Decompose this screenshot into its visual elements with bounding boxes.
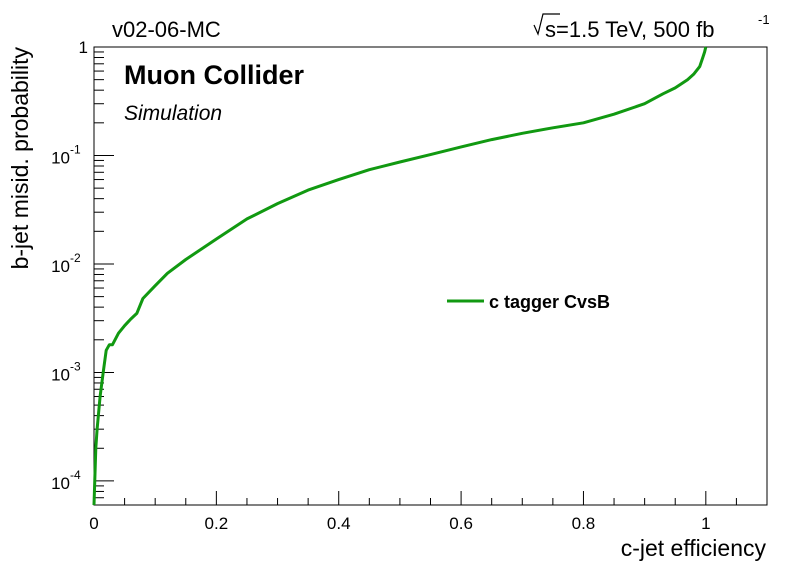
experiment-label: Muon Collider — [124, 60, 304, 90]
sqrt-symbol — [533, 13, 560, 36]
x-tick-label: 0.2 — [205, 514, 229, 533]
y-tick-label: 10 — [51, 148, 70, 167]
legend-label: c tagger CvsB — [489, 292, 610, 312]
x-tick-label: 0.8 — [572, 514, 596, 533]
x-tick-label: 0.4 — [327, 514, 351, 533]
x-axis-tick-labels: 0 0.2 0.4 0.6 0.8 1 — [89, 514, 710, 533]
version-label: v02-06-MC — [112, 17, 221, 42]
series-line — [92, 46, 708, 506]
x-tick-label: 0 — [89, 514, 98, 533]
y-tick-label-exponent: -4 — [70, 468, 81, 482]
status-label: Simulation — [124, 102, 222, 125]
energy-luminosity-label: s=1.5 TeV, 500 fb -1 — [533, 12, 770, 42]
y-tick-label: 1 — [79, 38, 88, 57]
x-tick-label: 0.6 — [449, 514, 473, 533]
x-axis-ticks — [93, 491, 768, 505]
y-tick-label: 10 — [51, 365, 70, 384]
y-tick-label: 10 — [51, 474, 70, 493]
energy-superscript: -1 — [758, 12, 770, 27]
y-axis-title: b-jet misid. probability — [7, 47, 33, 270]
y-tick-label-exponent: -2 — [70, 251, 81, 265]
y-tick-label: 10 — [51, 257, 70, 276]
energy-text: s=1.5 TeV, 500 fb — [545, 17, 714, 42]
y-axis-tick-labels: 10 -410 -310 -210 -11 — [51, 38, 88, 493]
y-tick-label-exponent: -1 — [70, 142, 81, 156]
x-tick-label: 1 — [701, 514, 710, 533]
legend: c tagger CvsB — [447, 292, 610, 312]
y-tick-label-exponent: -3 — [70, 359, 81, 373]
series-layer — [92, 46, 708, 506]
x-axis-title: c-jet efficiency — [621, 535, 767, 561]
